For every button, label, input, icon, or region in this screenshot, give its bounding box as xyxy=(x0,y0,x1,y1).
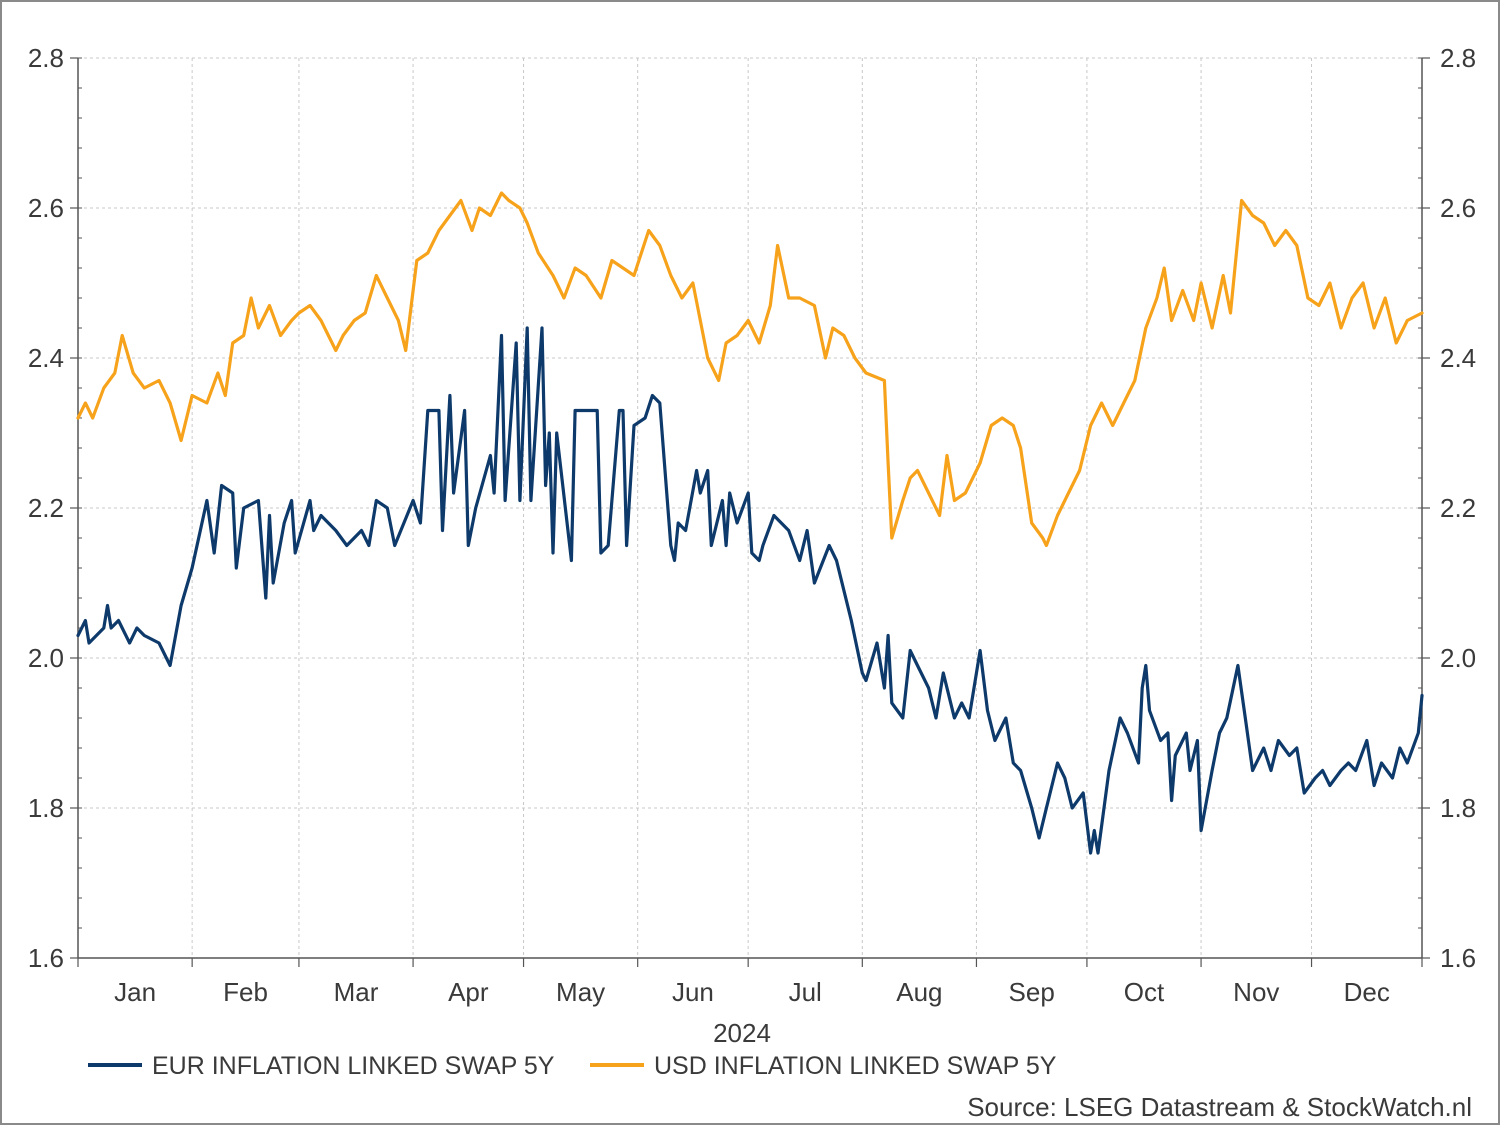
series-lines xyxy=(76,191,1424,855)
y-tick-label-left: 2.6 xyxy=(28,193,64,223)
legend-label-usd: USD INFLATION LINKED SWAP 5Y xyxy=(654,1052,1057,1080)
series-line-eur xyxy=(76,326,1424,855)
source-note: Source: LSEG Datastream & StockWatch.nl xyxy=(967,1092,1472,1122)
x-tick-label: Aug xyxy=(896,977,942,1007)
y-tick-label-right: 2.4 xyxy=(1440,343,1476,373)
axes: 1.6 1.8 2.0 2.2 2.4 2.6 2.8 1.6 1.8 2.0 2.2 2.4 2.6 2… xyxy=(28,43,1476,1048)
x-tick-label: Nov xyxy=(1233,977,1279,1007)
y-tick-label-right: 2.0 xyxy=(1440,643,1476,673)
x-tick-label: Oct xyxy=(1124,977,1165,1007)
x-axis-label: 2024 xyxy=(713,1018,771,1048)
x-tick-label: Feb xyxy=(223,977,268,1007)
y-tick-label-right: 1.8 xyxy=(1440,793,1476,823)
y-tick-label-left: 2.2 xyxy=(28,493,64,523)
y-tick-label-left: 2.0 xyxy=(28,643,64,673)
y-tick-label-right: 1.6 xyxy=(1440,943,1476,973)
x-tick-label: Jun xyxy=(672,977,714,1007)
x-tick-label: Mar xyxy=(334,977,379,1007)
x-tick-label: May xyxy=(556,977,605,1007)
y-tick-label-left: 1.8 xyxy=(28,793,64,823)
y-tick-label-right: 2.6 xyxy=(1440,193,1476,223)
y-tick-label-left: 2.8 xyxy=(28,43,64,73)
legend: EUR INFLATION LINKED SWAP 5Y USD INFLATIO… xyxy=(88,1052,1472,1122)
y-tick-label-right: 2.2 xyxy=(1440,493,1476,523)
y-tick-label-right: 2.8 xyxy=(1440,43,1476,73)
y-tick-label-left: 1.6 xyxy=(28,943,64,973)
x-tick-label: Jul xyxy=(789,977,822,1007)
x-tick-label: Sep xyxy=(1009,977,1055,1007)
x-tick-label: Jan xyxy=(114,977,156,1007)
series-line-usd xyxy=(76,191,1424,548)
x-tick-label: Apr xyxy=(448,977,489,1007)
x-tick-label: Dec xyxy=(1344,977,1390,1007)
y-tick-label-left: 2.4 xyxy=(28,343,64,373)
legend-label-eur: EUR INFLATION LINKED SWAP 5Y xyxy=(152,1052,555,1080)
